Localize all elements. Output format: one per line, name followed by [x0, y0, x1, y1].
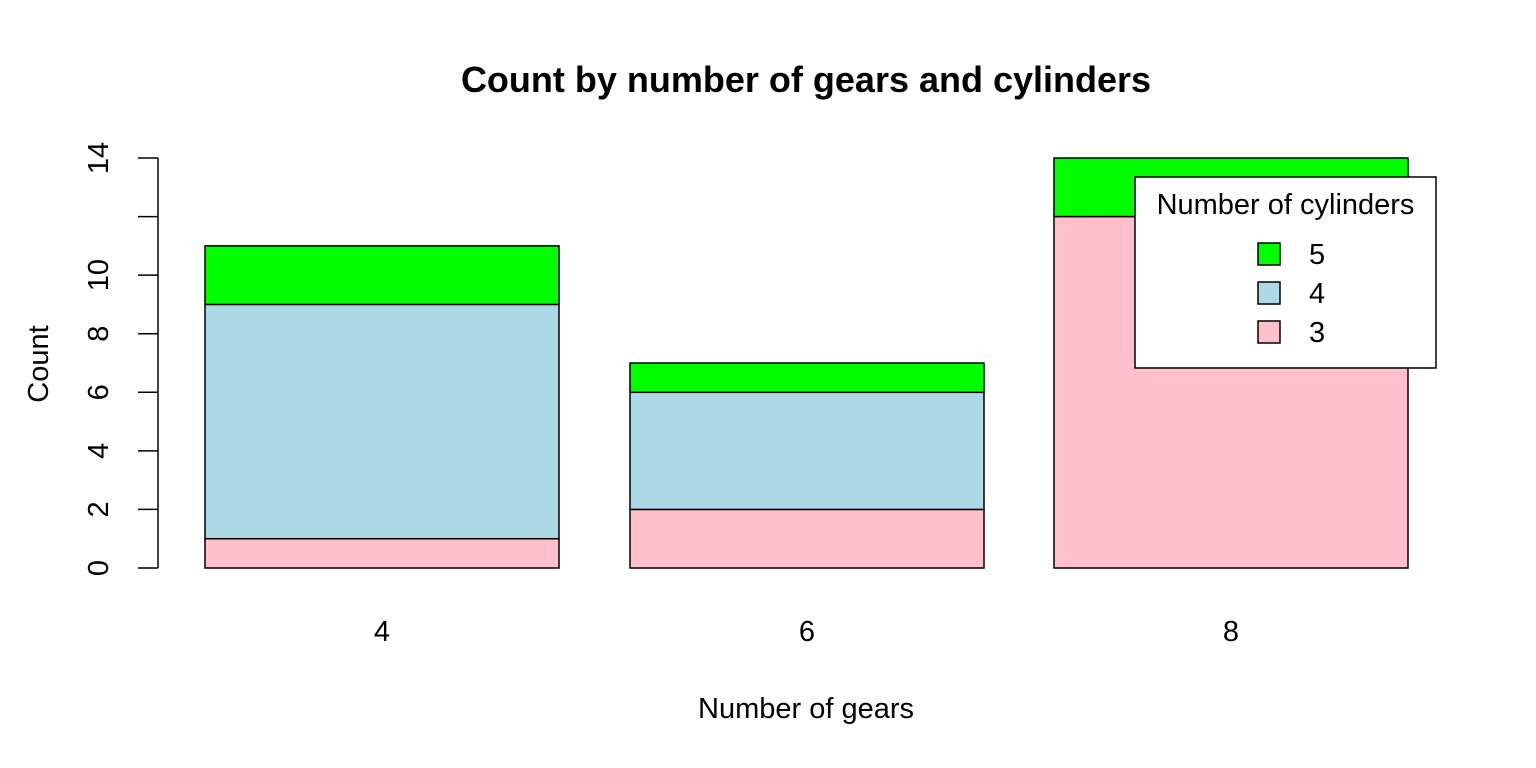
bar-segment-gear-6-cyl-5	[629, 362, 985, 394]
x-axis-label: Number of gears	[698, 693, 914, 725]
legend-title: Number of cylinders	[1157, 189, 1415, 221]
legend-swatch-3	[1257, 320, 1281, 344]
bar-segment-gear-4-cyl-4	[204, 303, 560, 540]
y-tick-label: 0	[83, 560, 115, 576]
bars-layer	[204, 157, 1409, 569]
bar-segment-gear-6-cyl-3	[629, 508, 985, 569]
y-tick-label: 10	[83, 259, 115, 291]
legend-label-3: 3	[1309, 317, 1325, 349]
bar-segment-gear-4-cyl-5	[204, 245, 560, 306]
legend-swatch-4	[1257, 281, 1281, 305]
legend-label-5: 5	[1309, 239, 1325, 271]
bar-segment-gear-6-cyl-4	[629, 391, 985, 511]
legend-box	[1134, 176, 1437, 369]
y-tick-label: 8	[83, 326, 115, 342]
legend-label-4: 4	[1309, 278, 1325, 310]
x-tick-label: 8	[1223, 616, 1239, 648]
x-axis: 4 6 8	[374, 616, 1239, 648]
legend-swatch-5	[1257, 242, 1281, 266]
y-tick-label: 4	[83, 443, 115, 459]
chart-title: Count by number of gears and cylinders	[461, 59, 1151, 100]
y-tick-label: 2	[83, 501, 115, 517]
x-tick-label: 6	[799, 616, 815, 648]
y-axis-label: Count	[23, 325, 55, 402]
y-tick-label: 6	[83, 384, 115, 400]
y-axis: 0 2 4 6 8 10 14	[83, 142, 159, 576]
bar-segment-gear-4-cyl-3	[204, 537, 560, 569]
legend: Number of cylinders 5 4 3	[1134, 176, 1437, 369]
y-tick-label: 14	[83, 142, 115, 174]
x-tick-label: 4	[374, 616, 390, 648]
